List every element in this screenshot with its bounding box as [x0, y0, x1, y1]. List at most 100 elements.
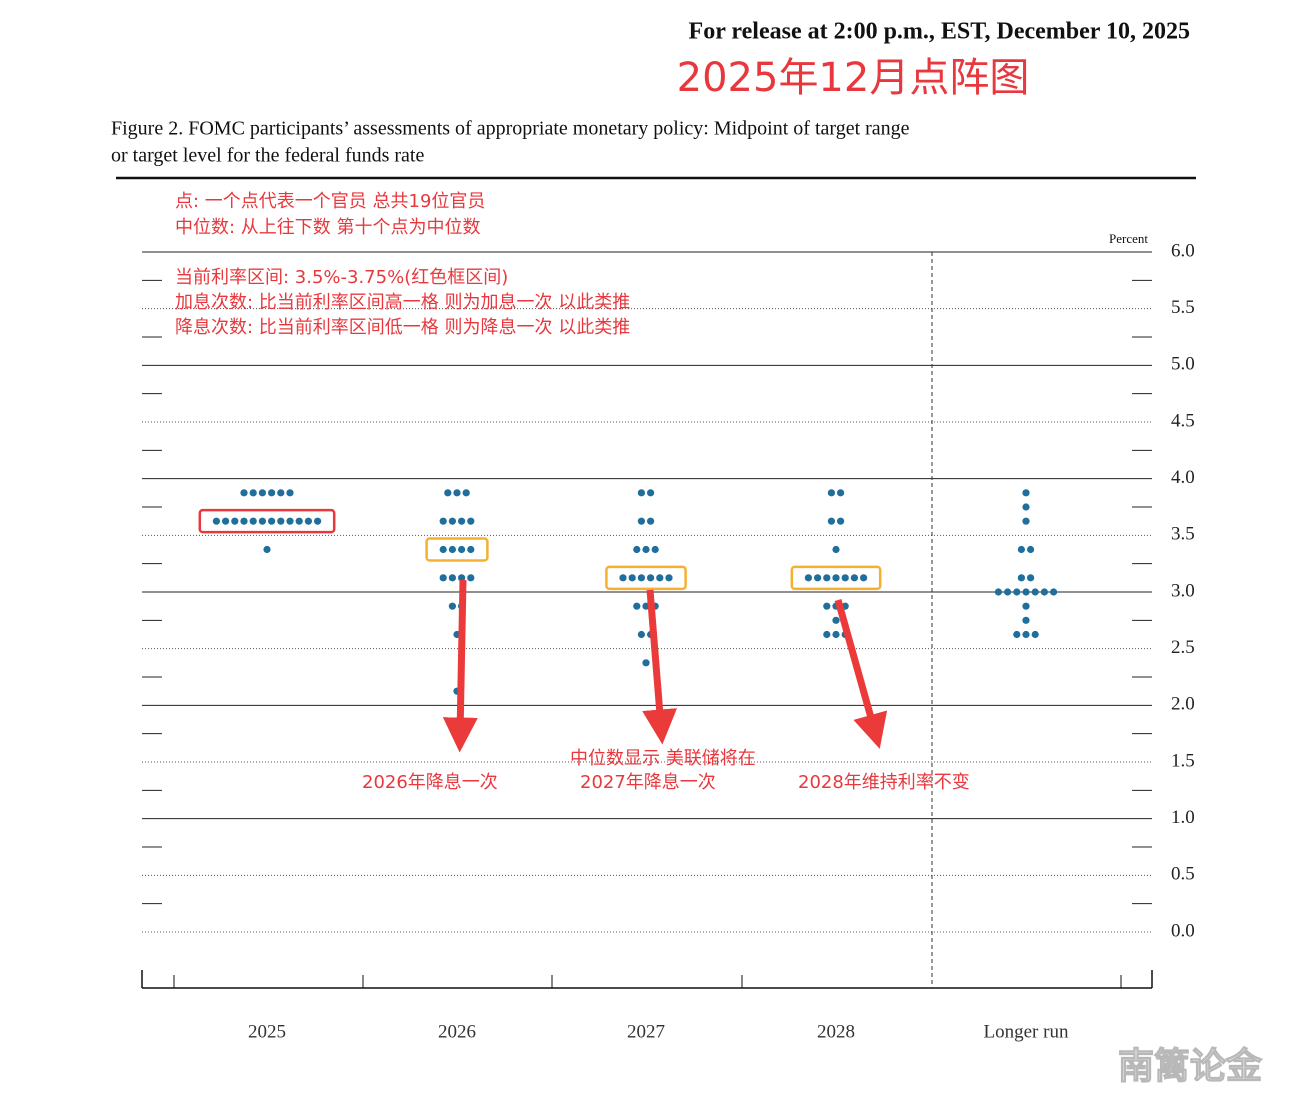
x-tick-label: Longer run [984, 1021, 1069, 1042]
highlight-box [790, 565, 882, 591]
dot [850, 574, 859, 582]
dot [448, 517, 456, 525]
annotation: 2027年降息一次 [580, 772, 716, 793]
dot [823, 630, 831, 639]
y-tick-label: 1.5 [1171, 750, 1195, 771]
dot [832, 616, 840, 624]
dot [647, 489, 655, 497]
dot [462, 489, 470, 497]
highlight-box [198, 508, 336, 534]
y-tick-label: 2.5 [1171, 637, 1195, 658]
dot [1031, 588, 1039, 596]
dot [212, 517, 220, 525]
dot [1050, 588, 1058, 596]
dot [444, 489, 452, 497]
dot [656, 574, 664, 582]
highlight-box [605, 565, 687, 591]
chart-title: 2025年12月点阵图 [677, 55, 1030, 101]
dot [1017, 545, 1025, 554]
x-tick-label: 2028 [817, 1021, 855, 1042]
dot [286, 489, 294, 497]
annotation: 中位数显示 美联储将在 [570, 748, 756, 769]
dot [249, 517, 257, 525]
dot [304, 517, 312, 525]
dot [823, 602, 831, 610]
dot [628, 574, 636, 582]
dot [665, 574, 673, 582]
dot [295, 517, 303, 525]
note: 降息次数: 比当前利率区间低一格 则为降息一次 以此类推 [175, 317, 630, 338]
x-tick-label: 2026 [438, 1021, 476, 1042]
dot [458, 545, 466, 554]
y-tick-label: 5.5 [1171, 297, 1195, 318]
dot [448, 602, 456, 610]
dot [448, 545, 456, 554]
x-tick-label: 2027 [627, 1021, 665, 1042]
y-tick-label: 0.0 [1171, 920, 1195, 941]
dot [804, 574, 813, 582]
dot [827, 517, 836, 525]
dot [814, 574, 822, 582]
highlight-box [425, 537, 489, 562]
dot [467, 517, 475, 525]
dot [647, 517, 655, 525]
dot [633, 545, 641, 554]
dot [841, 574, 849, 582]
caption: or target level for the federal funds ra… [111, 145, 424, 167]
dot [651, 545, 659, 554]
dot [467, 574, 475, 582]
y-tick-label: 2.0 [1171, 694, 1195, 715]
note: 当前利率区间: 3.5%-3.75%(红色框区间) [175, 267, 508, 288]
dot [222, 517, 230, 525]
dot [240, 517, 248, 525]
arrow [834, 599, 888, 749]
annotation: 2028年维持利率不变 [798, 772, 970, 793]
dot [277, 489, 285, 497]
dot [453, 489, 461, 497]
dot [832, 574, 840, 582]
y-tick-label: 4.5 [1171, 410, 1195, 431]
dot [637, 517, 646, 525]
dot [642, 545, 650, 554]
dot [439, 574, 447, 582]
y-tick-label: 3.0 [1171, 580, 1195, 601]
dot [637, 630, 646, 639]
dot [1013, 588, 1021, 596]
dot [268, 517, 276, 525]
y-tick-label: 0.5 [1171, 864, 1195, 885]
grid: 0.0 0.5 1.0 1.5 2.0 2.5 3.0 3.5 4.0 4.5 5.0 5.5 6.0 [142, 240, 1195, 941]
y-unit: Percent [1109, 231, 1148, 246]
dot [1022, 588, 1030, 596]
dot [258, 517, 266, 525]
y-tick-label: 4.0 [1171, 467, 1195, 488]
release-line: For release at 2:00 p.m., EST, December … [689, 19, 1190, 45]
dot [832, 545, 840, 554]
arrow [642, 589, 678, 745]
dot [314, 517, 322, 525]
dot [860, 574, 868, 582]
dot [458, 574, 466, 582]
dot [1013, 630, 1021, 639]
dot [1004, 588, 1012, 596]
dot [637, 574, 646, 582]
dot [832, 630, 840, 639]
dot [240, 489, 248, 497]
watermark: 南篱论金 [1118, 1045, 1263, 1087]
dot [1022, 503, 1030, 511]
dot [1022, 630, 1030, 639]
dot [633, 602, 641, 610]
dot [1022, 602, 1030, 610]
dots: 2025 2026 2027 2028 Longer run [198, 489, 1069, 1042]
annotations: 2026年降息一次 中位数显示 美联储将在 2027年降息一次 2028年维持利… [362, 748, 970, 793]
dot [1027, 574, 1035, 582]
caption: Figure 2. FOMC participants’ assessments… [111, 118, 910, 140]
y-tick-label: 1.0 [1171, 807, 1195, 828]
annotation: 2026年降息一次 [362, 772, 498, 793]
y-tick-label: 6.0 [1171, 240, 1195, 261]
dot [1031, 630, 1039, 639]
dot [1027, 545, 1035, 554]
dot [827, 489, 836, 497]
dot [448, 574, 456, 582]
dot [458, 517, 466, 525]
